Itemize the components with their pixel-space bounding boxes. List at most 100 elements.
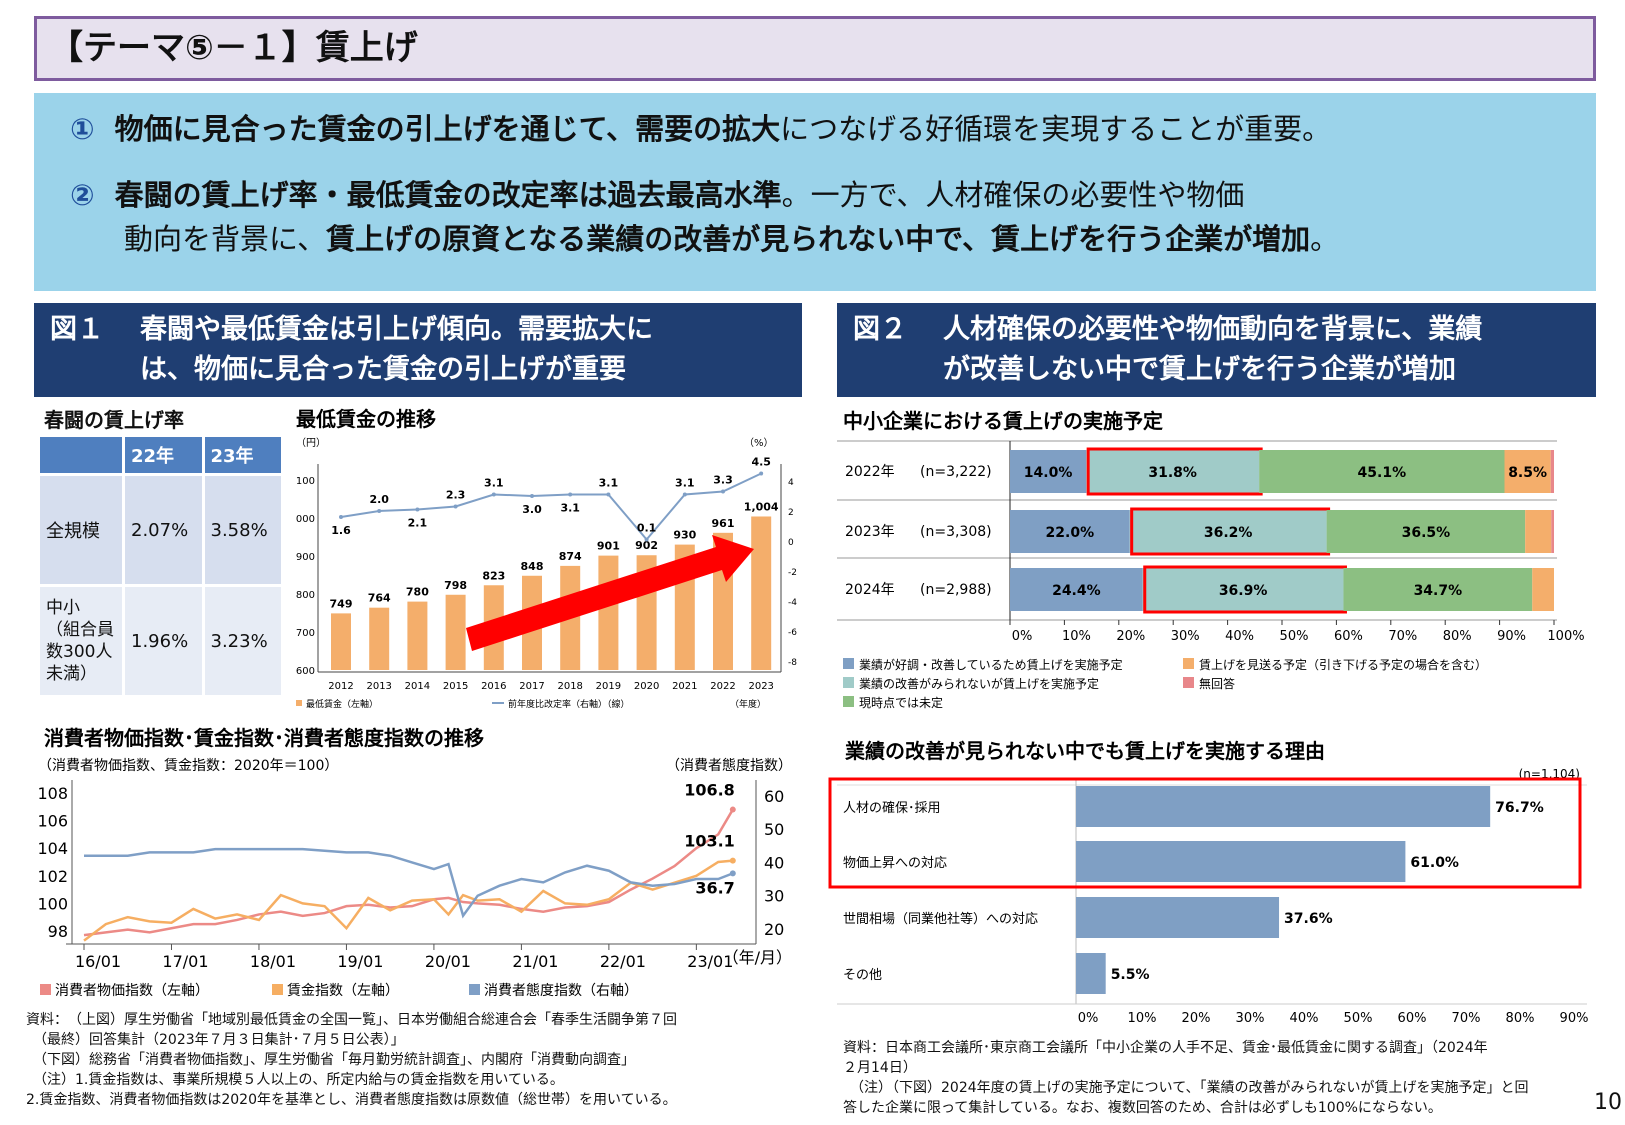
- red-trend-arrow: [466, 535, 754, 651]
- x-tick-label: 2017: [519, 681, 544, 692]
- category-label: 物価上昇への対応: [843, 856, 947, 871]
- point-bold: 賃上げの原資となる業績の改善が見られない中で、賃上げを行う企業が増加: [326, 222, 1311, 256]
- x-tick-label: 2023: [748, 681, 773, 692]
- legend-label: 最低賃金（左軸）: [306, 698, 378, 710]
- table-header-row: 22年 23年: [40, 437, 281, 473]
- row-label-n: (n=3,222): [920, 464, 992, 480]
- minimum-wage-chart: 最低賃金の推移 （円） （%） 600 700 800 900 1000 1100 4 2 0 -2 -4…: [296, 407, 797, 710]
- line-data-label: 2.1: [408, 517, 428, 530]
- bar-data-label: 901: [597, 540, 620, 553]
- left-tick-label: 102: [37, 867, 68, 886]
- x-tick-label: 100%: [1547, 629, 1584, 644]
- left-tick-label: 600: [296, 666, 315, 677]
- bar-data-label: 76.7%: [1495, 800, 1544, 816]
- line-consumer-confidence: [84, 847, 734, 919]
- point-number: ①: [70, 112, 95, 146]
- line-point: [491, 492, 496, 497]
- shunto-table: 22年 23年 全規模 2.07% 3.58% 中小 （組合員数300人未満） …: [37, 434, 284, 698]
- segment-undecided: [1259, 450, 1505, 493]
- x-tick-label: 90%: [1497, 629, 1526, 644]
- line-point: [721, 489, 725, 494]
- segment-no-answer: [1551, 510, 1554, 553]
- x-axis-unit: （年度）: [730, 698, 766, 710]
- line-data-label: 2.0: [369, 493, 389, 506]
- x-tick-label: 50%: [1280, 629, 1309, 644]
- right-tick-label: 60: [764, 787, 784, 806]
- x-tick-label: 50%: [1344, 1011, 1373, 1026]
- right-tick-label: -6: [788, 628, 797, 638]
- legend-swatch: [272, 984, 283, 995]
- line-point: [568, 492, 573, 497]
- x-tick-label: 60%: [1398, 1011, 1427, 1026]
- left-tick-label: 104: [37, 839, 68, 858]
- line-revision-rate: [340, 472, 762, 542]
- segment-label: 14.0%: [1024, 465, 1073, 481]
- bar-data-label: 37.6%: [1284, 911, 1333, 927]
- line-end-label: 106.8: [684, 781, 735, 800]
- right-tick-label: -2: [788, 568, 797, 578]
- summary-box: ① 物価に見合った賃金の引上げを通じて、需要の拡大につなげる好循環を実現することが…: [34, 93, 1596, 291]
- bar-reason: [1076, 841, 1406, 882]
- left-tick-label: 1100: [296, 476, 315, 487]
- bar-data-label: 780: [406, 586, 429, 599]
- point-text: につなげる好循環を実現することが重要。: [780, 112, 1332, 146]
- x-tick-label: 20/01: [425, 952, 471, 971]
- legend-label: 現時点では未定: [859, 695, 943, 710]
- segment-label: 8.5%: [1508, 465, 1547, 481]
- legend-label: 無回答: [1199, 676, 1235, 691]
- x-tick-label: 2016: [481, 681, 506, 692]
- note-line: （注）1.賃金指数は、事業所規模５人以上の、所定内給与の賃金指数を用いている。: [26, 1072, 564, 1088]
- x-tick-label: 2019: [596, 681, 621, 692]
- row-label-n: (n=3,308): [920, 524, 992, 540]
- row-label-year: 2024年: [845, 582, 895, 598]
- legend-label: 賃金指数（左軸）: [287, 983, 399, 999]
- chart-title: 中小企業における賃上げの実施予定: [843, 409, 1163, 433]
- notes-right: 資料：日本商工会議所･東京商工会議所「中小企業の人手不足、賃金･最低賃金に関する…: [843, 1038, 1603, 1118]
- legend-label: 消費者物価指数（左軸）: [55, 983, 209, 999]
- bar-reason: [1076, 786, 1491, 827]
- line-data-label: 1.6: [331, 524, 351, 537]
- left-tick-label: 700: [296, 628, 315, 639]
- segment-no-answer: [1550, 450, 1554, 493]
- segment-undecided: [1326, 510, 1526, 553]
- summary-point-1: ① 物価に見合った賃金の引上げを通じて、需要の拡大につなげる好循環を実現することが…: [70, 107, 1560, 151]
- line-data-label: 2.3: [446, 489, 466, 502]
- segment-good-performance: [1010, 568, 1143, 611]
- x-tick-label: 2022: [710, 681, 735, 692]
- line-wage-index: [83, 859, 733, 942]
- line-point: [415, 507, 420, 512]
- right-tick-label: -8: [788, 658, 797, 668]
- legend-label: 業績が好調・改善しているため賃上げを実施予定: [859, 657, 1123, 672]
- segment-postpone: [1525, 510, 1552, 553]
- segment-good-performance: [1010, 510, 1130, 553]
- notes-left: 資料： （上図）厚生労働省「地域別最低賃金の全国一覧」、日本労働組合総連合会「春…: [26, 1010, 806, 1110]
- x-tick-label: 30%: [1171, 629, 1200, 644]
- x-tick-label: 17/01: [162, 952, 208, 971]
- left-tick-label: 800: [296, 590, 315, 601]
- line-point: [606, 492, 611, 497]
- right-axis-title: （消費者態度指数）: [666, 758, 792, 774]
- bar-data-label: 5.5%: [1111, 967, 1150, 983]
- figure-title-line2: は、物価に見合った賃金の引上げが重要: [140, 354, 626, 385]
- note-line: （注）（下図）2024年度の賃上げの実施予定について、「業績の改善がみられないが…: [843, 1080, 1529, 1096]
- legend-swatch: [843, 658, 854, 669]
- right-tick-label: 2: [788, 508, 794, 518]
- chart-title: 業績の改善が見られない中でも賃上げを実施する理由: [845, 739, 1325, 763]
- wage-increase-plan-chart: 中小企業における賃上げの実施予定 2022年 (n=3,222) 14.0% 31.8%…: [837, 409, 1585, 710]
- bar-data-label: 930: [673, 529, 696, 542]
- cell-23: 3.23%: [204, 587, 281, 695]
- bar-data-label: 749: [330, 597, 353, 610]
- left-axis-unit: （円）: [296, 437, 326, 449]
- line-point: [682, 492, 687, 497]
- table-row: 全規模 2.07% 3.58%: [40, 476, 281, 584]
- segment-no-improvement: [1086, 450, 1260, 493]
- chart-title: 最低賃金の推移: [296, 407, 436, 431]
- right-tick-label: 30: [764, 887, 784, 906]
- x-tick-label: 10%: [1062, 629, 1091, 644]
- legend-swatch: [1183, 658, 1194, 669]
- segment-postpone: [1532, 568, 1554, 611]
- line-data-label: 3.0: [522, 503, 542, 516]
- x-tick-label: 80%: [1506, 1011, 1535, 1026]
- line-data-label: 3.1: [484, 477, 504, 490]
- bar-data-label: 798: [444, 579, 467, 592]
